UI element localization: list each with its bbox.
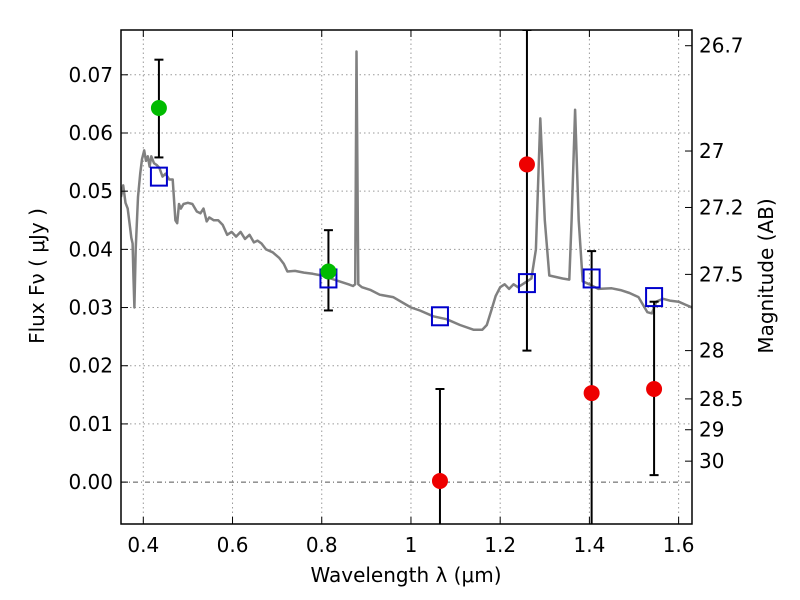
grid — [121, 30, 692, 524]
x-tick-label: 1 — [405, 533, 418, 557]
upper-limit-point — [646, 381, 663, 398]
detection-point — [150, 99, 167, 116]
model-flux-square — [645, 287, 664, 308]
model-flux-square — [517, 273, 536, 294]
right-tick-label: 28 — [699, 339, 724, 363]
upper-limit-point — [431, 472, 448, 489]
x-axis-label: Wavelength λ (μm) — [310, 563, 501, 587]
upper-limit-point — [518, 156, 535, 173]
upper-limit-point — [583, 385, 600, 402]
y-tick-label: 0.06 — [68, 121, 113, 145]
y-axis-label: Flux Fν ( μJy ) — [25, 208, 49, 344]
right-tick-label: 26.7 — [699, 34, 744, 58]
model-flux-square — [430, 306, 449, 327]
x-tick-label: 1.2 — [484, 533, 516, 557]
x-tick-label: 0.4 — [127, 533, 159, 557]
y-tick-label: 0.05 — [68, 179, 113, 203]
x-tick-label: 0.8 — [306, 533, 338, 557]
right-tick-label: 27 — [699, 139, 724, 163]
right-tick-label: 27.2 — [699, 195, 744, 219]
x-tick-label: 0.6 — [217, 533, 249, 557]
model-flux-square — [582, 268, 601, 289]
y-axis-right-label: Magnitude (AB) — [754, 198, 778, 353]
detection-point — [320, 263, 337, 280]
axes: 0.4 0.6 0.8 1 1.2 1.4 1.6 0.00 0.01 0.02 0.03 0.04 0… — [68, 29, 744, 557]
y-tick-label: 0.03 — [68, 296, 113, 320]
right-tick-label: 27.5 — [699, 262, 744, 286]
y-tick-label: 0.00 — [68, 470, 113, 494]
plot-frame — [120, 29, 693, 525]
y-tick-label: 0.07 — [68, 63, 113, 87]
x-tick-label: 1.4 — [573, 533, 605, 557]
plot-area — [121, 30, 692, 524]
template-spectrum-line — [121, 50, 692, 331]
right-tick-label: 28.5 — [699, 387, 744, 411]
y-tick-label: 0.01 — [68, 412, 113, 436]
x-tick-label: 1.6 — [663, 533, 695, 557]
y-tick-label: 0.04 — [68, 237, 113, 261]
right-tick-label: 30 — [699, 449, 724, 473]
y-tick-label: 0.02 — [68, 354, 113, 378]
model-flux-square — [149, 166, 168, 187]
right-tick-label: 29 — [699, 418, 724, 442]
